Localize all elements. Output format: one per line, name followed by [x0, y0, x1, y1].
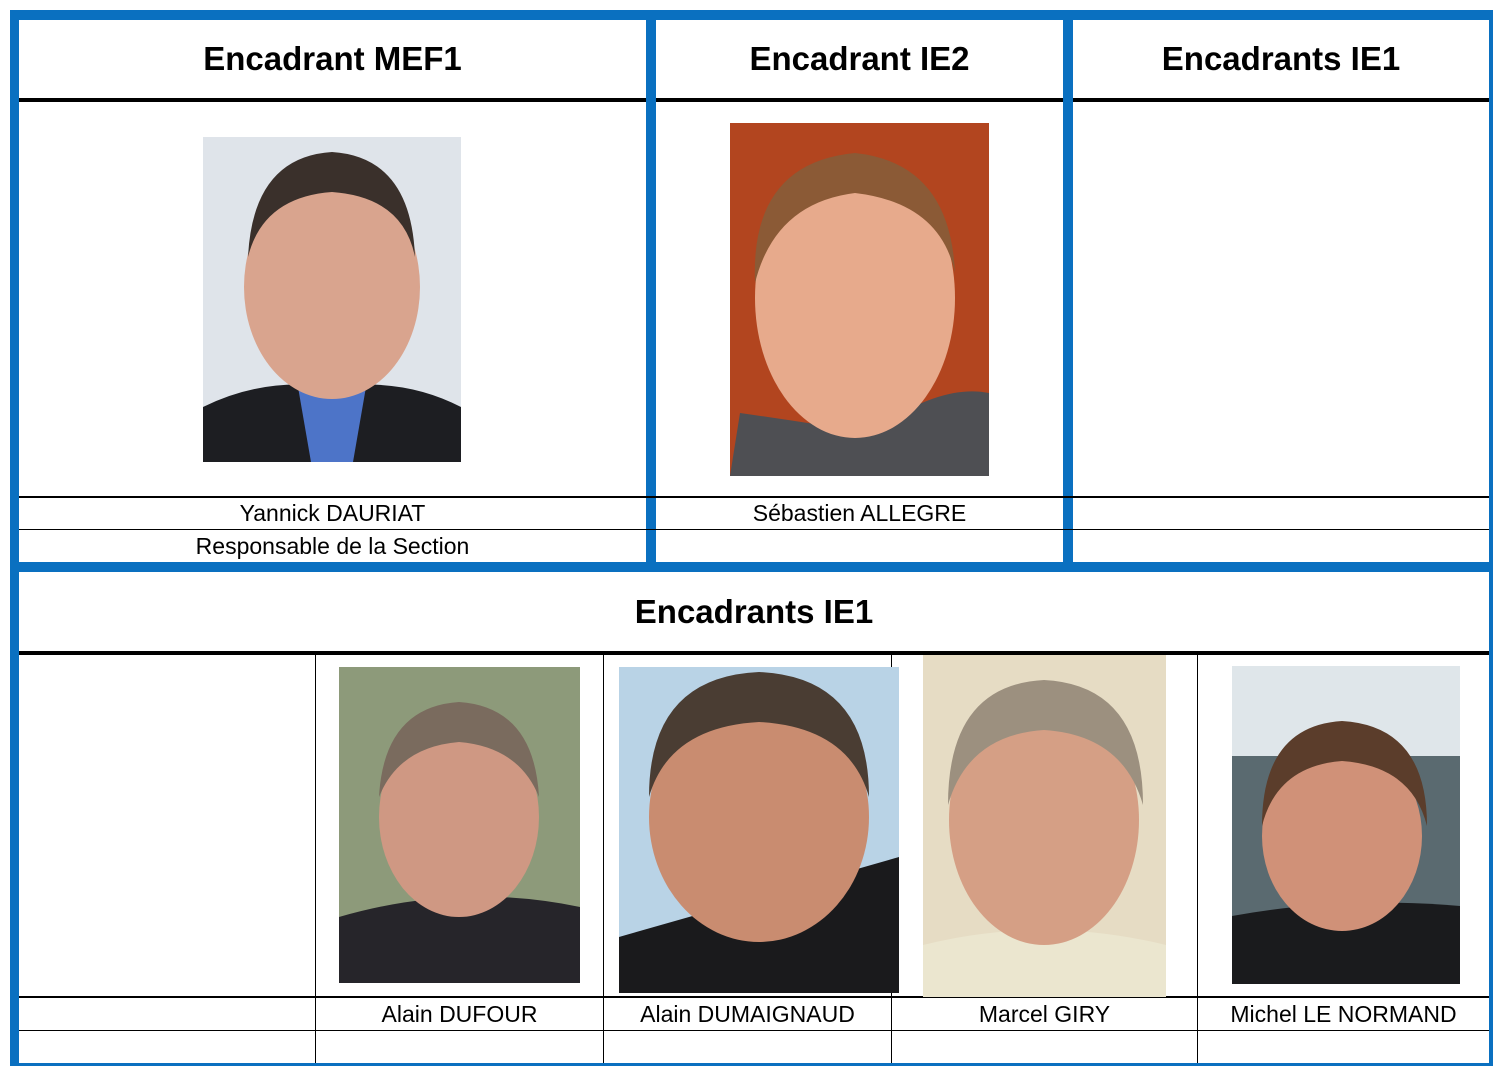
- frame: [10, 562, 1493, 572]
- role: Responsable de la Section: [19, 530, 646, 562]
- frame: [10, 10, 1493, 20]
- header: Encadrant IE2: [656, 20, 1063, 98]
- frame: [1489, 10, 1493, 1066]
- name: Alain DUMAIGNAUD: [604, 998, 891, 1030]
- name: Alain DUFOUR: [316, 998, 603, 1030]
- rule: [656, 98, 1063, 102]
- rule: [19, 651, 1489, 655]
- header: Encadrant MEF1: [19, 20, 646, 98]
- header: Encadrants IE1: [19, 572, 1489, 652]
- name: Yannick DAURIAT: [19, 498, 646, 529]
- name: Michel LE NORMAND: [1198, 998, 1489, 1030]
- photo: [619, 667, 899, 993]
- photo: [339, 667, 580, 983]
- rule: [19, 98, 646, 102]
- name: Sébastien ALLEGRE: [656, 498, 1063, 529]
- rule: [19, 1030, 1489, 1031]
- header: Encadrants IE1: [1073, 20, 1489, 98]
- photo: [1232, 666, 1460, 984]
- photo: [730, 123, 989, 476]
- name: Marcel GIRY: [892, 998, 1197, 1030]
- frame: [1063, 10, 1073, 566]
- frame: [10, 10, 19, 1066]
- photo: [923, 655, 1166, 997]
- page: {"top": {"columns": [ {"title": "Encadra…: [0, 0, 1493, 1066]
- frame: [646, 10, 656, 566]
- photo: [203, 137, 461, 462]
- rule: [1073, 98, 1489, 102]
